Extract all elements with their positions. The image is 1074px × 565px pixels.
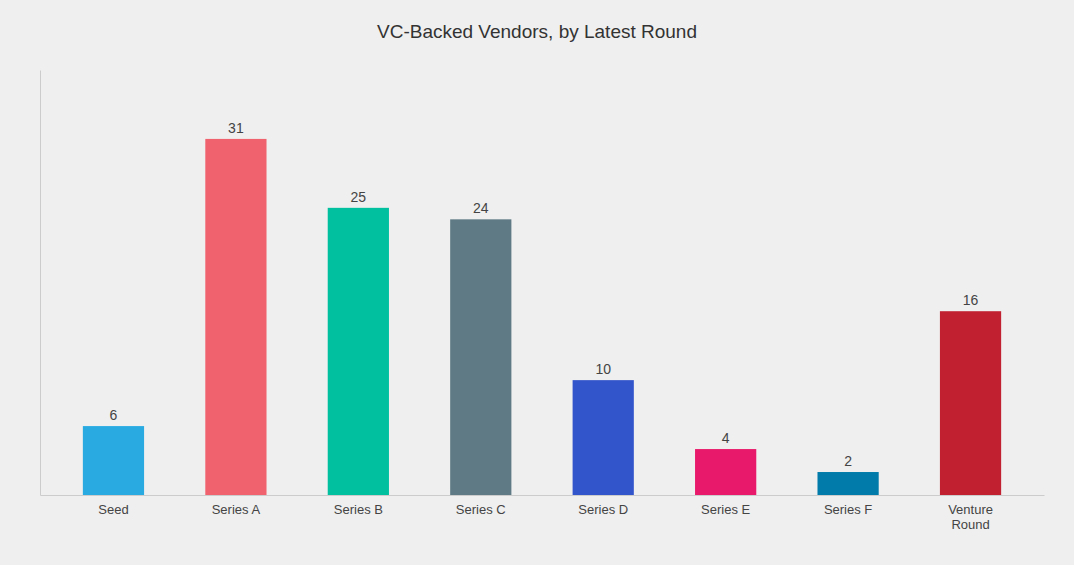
x-axis: Seed Series A Series B Series C Series D Seri… — [41, 496, 1045, 533]
data-label: 10 — [595, 361, 611, 377]
x-tick: Series A — [212, 502, 261, 517]
x-tick-label-line: Series A — [212, 502, 261, 517]
bar — [817, 472, 878, 495]
x-tick: Series B — [334, 502, 383, 517]
x-tick-label: VentureRound — [948, 502, 993, 532]
data-labels: 6 31 25 24 10 4 2 16 — [110, 120, 979, 469]
x-tick-label-line: Series B — [334, 502, 383, 517]
chart-svg: 6 31 25 24 10 4 2 16 Seed Series A Series B Series … — [0, 0, 1074, 565]
x-tick-label-line: Seed — [98, 502, 128, 517]
x-tick-label-line: Round — [951, 517, 989, 532]
plot-area: 6 31 25 24 10 4 2 16 Seed Series A Series B Series … — [41, 71, 1045, 533]
bar — [940, 311, 1001, 495]
bars — [83, 139, 1001, 495]
x-tick: Series D — [578, 502, 628, 517]
data-label: 4 — [722, 430, 730, 446]
data-label: 24 — [473, 200, 489, 216]
bar — [328, 208, 389, 495]
data-label: 16 — [963, 292, 979, 308]
bar — [83, 426, 144, 495]
x-tick-label: Series D — [578, 502, 628, 517]
chart-container: 6 31 25 24 10 4 2 16 Seed Series A Series B Series … — [0, 0, 1074, 565]
x-tick-label-line: Series E — [701, 502, 750, 517]
x-axis-line — [41, 495, 1045, 496]
data-label: 31 — [228, 120, 244, 136]
bar — [695, 449, 756, 495]
data-label: 25 — [351, 189, 367, 205]
x-tick: Series C — [456, 502, 506, 517]
data-label: 2 — [844, 453, 852, 469]
x-tick: Series F — [824, 502, 872, 517]
x-tick-label-line: Series D — [578, 502, 628, 517]
x-tick-label-line: Venture — [948, 502, 993, 517]
x-tick-label: Series C — [456, 502, 506, 517]
x-tick: Series E — [701, 502, 750, 517]
x-tick-label: Seed — [98, 502, 128, 517]
x-tick-label: Series F — [824, 502, 872, 517]
bar — [450, 219, 511, 495]
bar — [205, 139, 266, 495]
x-tick-label: Series B — [334, 502, 383, 517]
x-tick: Seed — [98, 502, 128, 517]
x-tick-label: Series E — [701, 502, 750, 517]
title: VC-Backed Vendors, by Latest Round — [377, 21, 697, 42]
y-axis — [40, 71, 41, 496]
y-axis-line — [40, 71, 41, 496]
x-tick-label: Series A — [212, 502, 261, 517]
x-tick: VentureRound — [948, 502, 993, 532]
x-tick-label-line: Series F — [824, 502, 872, 517]
data-label: 6 — [110, 407, 118, 423]
bar — [573, 380, 634, 495]
x-tick-label-line: Series C — [456, 502, 506, 517]
